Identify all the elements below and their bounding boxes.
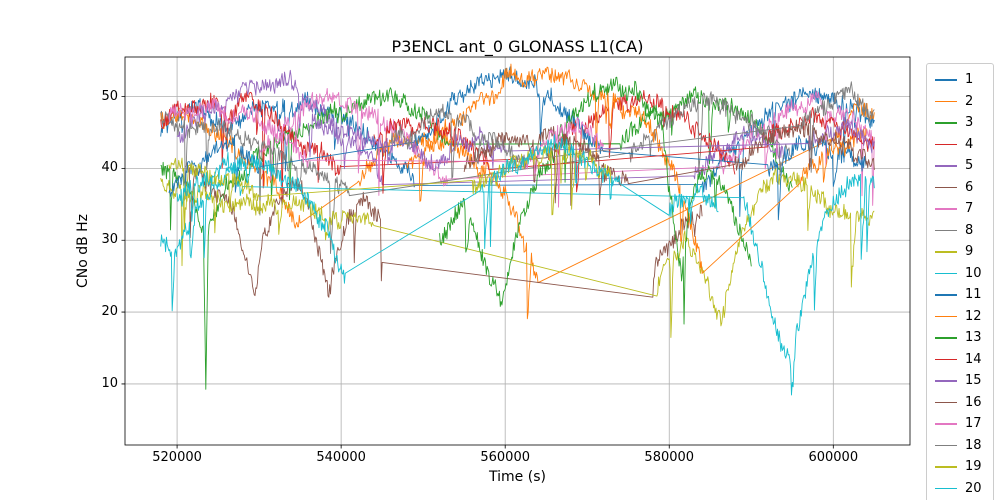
legend-label: 6 xyxy=(965,179,974,195)
legend-label: 14 xyxy=(965,351,982,367)
legend-item: 1 xyxy=(935,69,985,91)
x-tick-label: 600000 xyxy=(808,450,859,465)
legend-label: 2 xyxy=(965,93,974,109)
legend-label: 11 xyxy=(965,287,982,303)
legend-line-sample xyxy=(935,423,957,425)
legend-line-sample xyxy=(935,79,957,81)
legend-label: 4 xyxy=(965,136,974,152)
legend-line-sample xyxy=(935,229,957,231)
legend-label: 18 xyxy=(965,437,982,453)
legend-item: 13 xyxy=(935,327,985,349)
y-tick-label: 50 xyxy=(101,88,118,104)
x-tick-label: 580000 xyxy=(644,450,695,465)
legend-label: 8 xyxy=(965,222,974,238)
legend-line-sample xyxy=(935,337,957,339)
legend-line-sample xyxy=(935,165,957,167)
legend-label: 17 xyxy=(965,416,982,432)
legend-item: 4 xyxy=(935,134,985,156)
legend-line-sample xyxy=(935,143,957,145)
y-tick-label: 20 xyxy=(101,304,118,320)
legend-line-sample xyxy=(935,487,957,489)
legend-item: 5 xyxy=(935,155,985,177)
legend-item: 6 xyxy=(935,177,985,199)
legend-line-sample xyxy=(935,294,957,296)
legend: 1 2 3 4 5 6 7 8 9 10 11 12 13 14 15 16 17 18 19 20 xyxy=(926,63,994,500)
legend-label: 3 xyxy=(965,115,974,131)
legend-line-sample xyxy=(935,251,957,253)
legend-item: 12 xyxy=(935,306,985,328)
legend-item: 18 xyxy=(935,435,985,457)
legend-label: 9 xyxy=(965,244,974,260)
legend-item: 2 xyxy=(935,91,985,113)
legend-item: 15 xyxy=(935,370,985,392)
legend-line-sample xyxy=(935,315,957,317)
legend-line-sample xyxy=(935,466,957,468)
legend-line-sample xyxy=(935,444,957,446)
legend-label: 20 xyxy=(965,480,982,496)
legend-line-sample xyxy=(935,272,957,274)
y-tick-label: 40 xyxy=(101,160,118,176)
x-axis-label: Time (s) xyxy=(489,469,546,485)
legend-line-sample xyxy=(935,186,957,188)
x-tick-label: 540000 xyxy=(316,450,366,465)
legend-label: 19 xyxy=(965,459,982,475)
legend-item: 9 xyxy=(935,241,985,263)
legend-line-sample xyxy=(935,358,957,360)
legend-item: 16 xyxy=(935,392,985,414)
legend-item: 20 xyxy=(935,478,985,500)
legend-label: 16 xyxy=(965,394,982,410)
legend-line-sample xyxy=(935,122,957,124)
chart-title: P3ENCL ant_0 GLONASS L1(CA) xyxy=(391,37,644,56)
legend-line-sample xyxy=(935,208,957,210)
legend-label: 12 xyxy=(965,308,982,324)
legend-item: 19 xyxy=(935,456,985,478)
legend-line-sample xyxy=(935,401,957,403)
legend-item: 8 xyxy=(935,220,985,242)
legend-label: 10 xyxy=(965,265,982,281)
x-tick-label: 560000 xyxy=(480,450,531,465)
legend-item: 10 xyxy=(935,263,985,285)
legend-item: 17 xyxy=(935,413,985,435)
y-tick-label: 30 xyxy=(101,232,118,248)
legend-label: 7 xyxy=(965,201,974,217)
legend-item: 7 xyxy=(935,198,985,220)
y-axis-label: CNo dB Hz xyxy=(75,213,91,289)
legend-label: 15 xyxy=(965,373,982,389)
legend-line-sample xyxy=(935,380,957,382)
legend-item: 11 xyxy=(935,284,985,306)
legend-item: 3 xyxy=(935,112,985,134)
y-tick-label: 10 xyxy=(101,375,118,391)
legend-line-sample xyxy=(935,100,957,102)
legend-label: 13 xyxy=(965,330,982,346)
legend-label: 5 xyxy=(965,158,974,174)
legend-item: 14 xyxy=(935,349,985,371)
x-tick-label: 520000 xyxy=(152,450,202,465)
legend-label: 1 xyxy=(965,72,974,88)
